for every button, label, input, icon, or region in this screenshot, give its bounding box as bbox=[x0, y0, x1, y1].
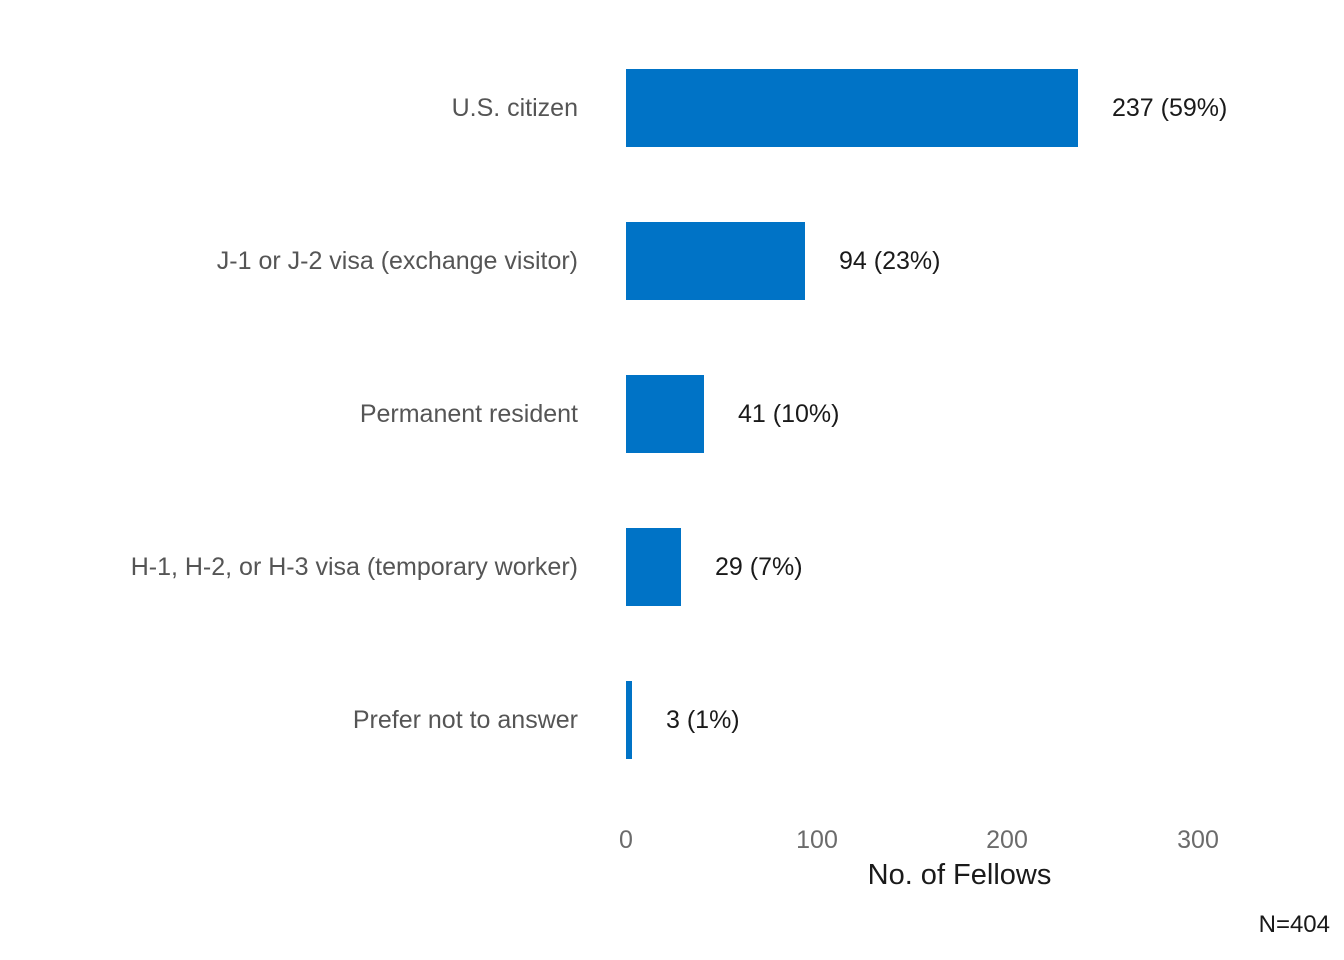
x-tick-label: 100 bbox=[796, 826, 838, 854]
value-label: 41 (10%) bbox=[738, 399, 840, 428]
x-tick-label: 300 bbox=[1177, 826, 1219, 854]
x-tick-label: 0 bbox=[619, 826, 633, 854]
category-label: U.S. citizen bbox=[451, 93, 578, 122]
value-label: 29 (7%) bbox=[715, 552, 803, 581]
bar bbox=[626, 375, 704, 453]
category-label: H-1, H-2, or H-3 visa (temporary worker) bbox=[130, 552, 578, 581]
bar bbox=[626, 222, 805, 300]
bar bbox=[626, 528, 681, 606]
bar bbox=[626, 69, 1078, 147]
value-label: 237 (59%) bbox=[1112, 93, 1228, 122]
value-label: 3 (1%) bbox=[666, 705, 740, 734]
bar bbox=[626, 681, 632, 759]
sample-size-note: N=404 bbox=[1258, 911, 1330, 938]
category-label: Permanent resident bbox=[359, 399, 578, 428]
category-label: Prefer not to answer bbox=[352, 705, 578, 734]
x-tick-label: 200 bbox=[986, 826, 1028, 854]
value-label: 94 (23%) bbox=[839, 246, 941, 275]
category-label: J-1 or J-2 visa (exchange visitor) bbox=[216, 246, 578, 275]
x-axis-title: No. of Fellows bbox=[867, 859, 1052, 891]
